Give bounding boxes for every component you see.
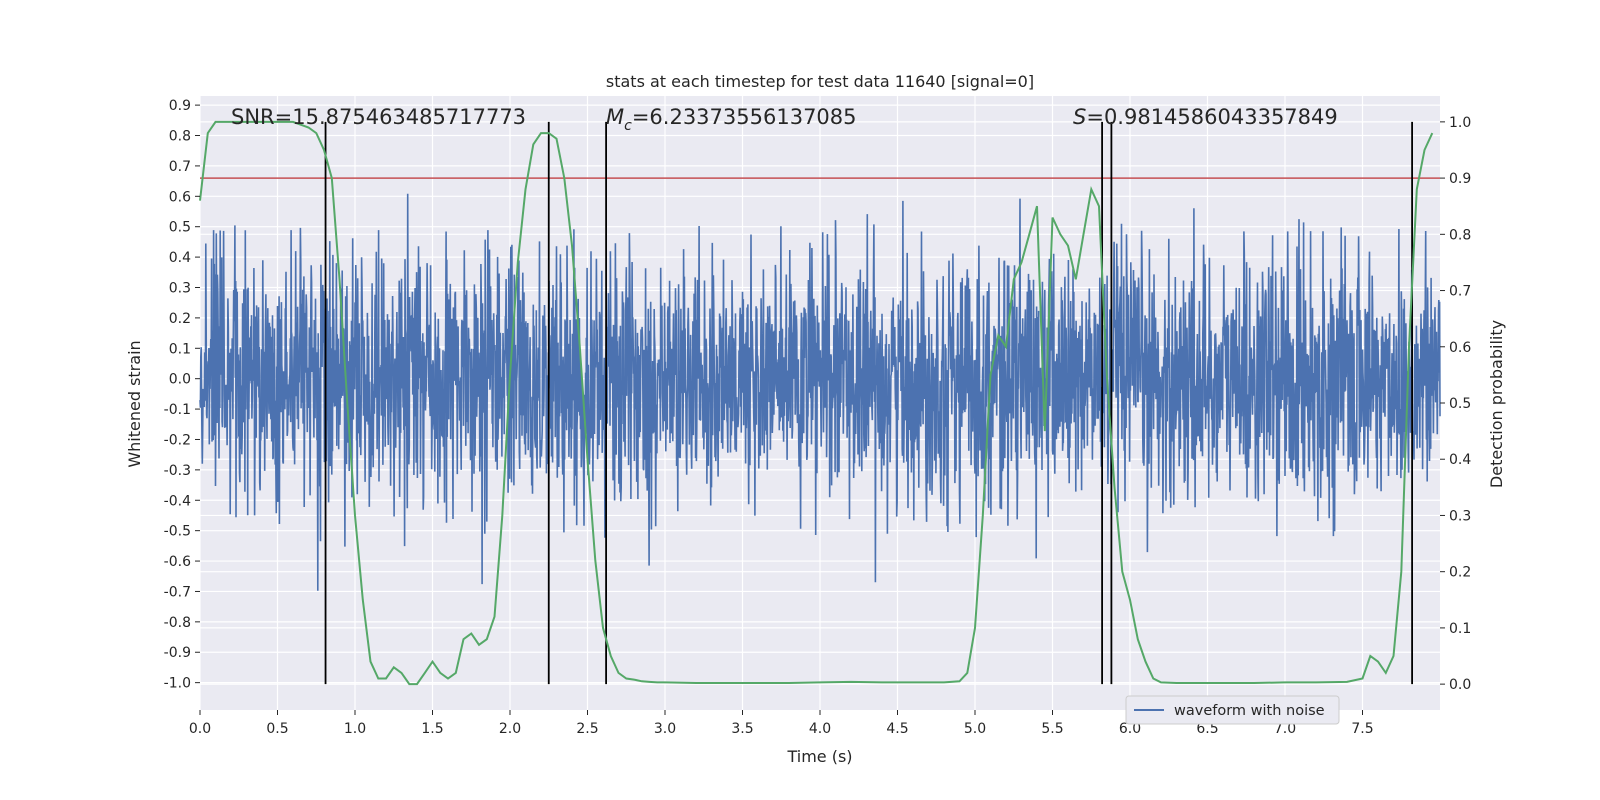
- y-axis-ticks: 0.9 0.8 0.7 0.6 0.5 0.4 0.3 0.2 0.1 0.0 -0.1 -0.2 -0…: [164, 98, 200, 692]
- vertical-markers: [324, 121, 1413, 685]
- x-tick-label: 4.5: [886, 721, 908, 737]
- mc-symbol: M: [606, 105, 624, 129]
- y2-tick-label: 0.4: [1449, 452, 1471, 468]
- s-value: =0.9814586043357849: [1086, 105, 1337, 129]
- chart-title: stats at each timestep for test data 116…: [606, 72, 1034, 91]
- y2-axis-ticks: 1.0 0.9 0.8 0.7 0.6 0.5 0.4 0.3 0.2 0.1 0.0: [1440, 115, 1471, 693]
- y-tick-label: 0.1: [169, 341, 191, 357]
- probability-series: [199, 120, 1434, 686]
- waveform-series: [199, 193, 1441, 591]
- mc-annotation: Mc=6.23373556137085: [606, 105, 857, 134]
- y-tick-label: 0.3: [169, 280, 191, 296]
- x-tick-label: 4.0: [809, 721, 831, 737]
- legend: waveform with noise: [1125, 695, 1340, 725]
- mc-value: =6.23373556137085: [632, 105, 857, 129]
- y-tick-label: -0.3: [164, 463, 191, 479]
- y-axis-label: Whitened strain: [125, 340, 144, 467]
- x-tick-label: 3.0: [654, 721, 676, 737]
- y2-axis-label: Detection probability: [1487, 320, 1506, 488]
- x-tick-label: 0.0: [189, 721, 211, 737]
- x-tick-label: 7.0: [1274, 721, 1296, 737]
- y2-tick-label: 0.5: [1449, 396, 1471, 412]
- x-tick-label: 1.0: [344, 721, 366, 737]
- probability-line: [199, 120, 1434, 686]
- y-tick-label: -0.8: [164, 615, 191, 631]
- y2-tick-label: 1.0: [1449, 115, 1471, 131]
- x-tick-label: 5.0: [964, 721, 986, 737]
- x-tick-label: 2.0: [499, 721, 521, 737]
- y-tick-label: 0.6: [169, 189, 191, 205]
- x-tick-label: 1.5: [421, 721, 443, 737]
- y-tick-label: -0.6: [164, 554, 191, 570]
- y-tick-label: -0.1: [164, 402, 191, 418]
- y-tick-label: -0.5: [164, 524, 191, 540]
- legend-box: [1125, 695, 1340, 725]
- y2-tick-label: 0.2: [1449, 565, 1471, 581]
- y2-tick-label: 0.6: [1449, 340, 1471, 356]
- s-symbol: S: [1073, 105, 1086, 129]
- y-tick-label: 0.0: [169, 372, 191, 388]
- y-tick-label: -0.4: [164, 493, 191, 509]
- y2-tick-label: 0.8: [1449, 227, 1471, 243]
- y-tick-label: 0.7: [169, 159, 191, 175]
- y2-tick-label: 0.9: [1449, 171, 1471, 187]
- y2-tick-label: 0.0: [1449, 677, 1471, 693]
- y-tick-label: -0.7: [164, 584, 191, 600]
- x-tick-label: 0.5: [266, 721, 288, 737]
- mc-subscript: c: [624, 118, 632, 134]
- x-tick-label: 6.0: [1119, 721, 1141, 737]
- x-tick-label: 2.5: [576, 721, 598, 737]
- legend-label: waveform with noise: [1174, 703, 1325, 719]
- x-axis-ticks: 0.0 0.5 1.0 1.5 2.0 2.5 3.0 3.5 4.0 4.5 5.0 5.5 6.0 6…: [189, 710, 1374, 737]
- y-tick-label: 0.2: [169, 311, 191, 327]
- x-tick-label: 3.5: [731, 721, 753, 737]
- y-tick-label: -1.0: [164, 676, 191, 692]
- y2-tick-label: 0.3: [1449, 508, 1471, 524]
- x-tick-label: 6.5: [1196, 721, 1218, 737]
- y2-tick-label: 0.7: [1449, 284, 1471, 300]
- y-tick-label: 0.9: [169, 98, 191, 114]
- x-tick-label: 7.5: [1351, 721, 1373, 737]
- waveform-trace: [199, 193, 1441, 591]
- y-tick-label: 0.4: [169, 250, 191, 266]
- y-tick-label: -0.9: [164, 645, 191, 661]
- snr-annotation: SNR=15.875463485717773: [231, 105, 526, 129]
- y-tick-label: 0.8: [169, 129, 191, 145]
- x-axis-label: Time (s): [786, 747, 852, 766]
- x-tick-label: 5.5: [1041, 721, 1063, 737]
- y-tick-label: 0.5: [169, 220, 191, 236]
- y2-tick-label: 0.1: [1449, 621, 1471, 637]
- s-annotation: S=0.9814586043357849: [1073, 105, 1338, 129]
- y-tick-label: -0.2: [164, 432, 191, 448]
